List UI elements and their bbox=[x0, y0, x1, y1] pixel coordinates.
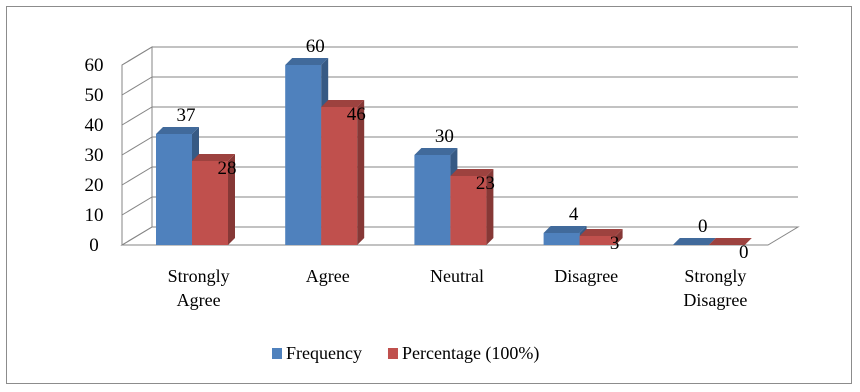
legend-swatch bbox=[272, 348, 282, 359]
gridline bbox=[121, 76, 798, 96]
x-category-label: Disagree bbox=[683, 290, 747, 310]
y-tick-label: 50 bbox=[85, 85, 104, 106]
bar-top bbox=[450, 169, 494, 176]
data-label: 30 bbox=[435, 126, 454, 147]
y-tick-label: 10 bbox=[85, 205, 104, 226]
legend-swatch bbox=[387, 348, 398, 359]
data-label: 60 bbox=[306, 36, 325, 57]
bar-top bbox=[192, 154, 235, 161]
data-label: 23 bbox=[476, 173, 495, 194]
bars bbox=[156, 58, 752, 245]
bar-side bbox=[357, 100, 365, 245]
bar-top bbox=[543, 226, 587, 233]
legend: Frequency Percentage (100%) bbox=[272, 343, 539, 364]
bar-top bbox=[708, 238, 752, 245]
x-category-label: Agree bbox=[177, 290, 221, 310]
gridline bbox=[121, 46, 798, 66]
bar-percentage bbox=[321, 100, 365, 245]
bar-frequency bbox=[672, 238, 716, 245]
bar-percentage bbox=[450, 169, 494, 245]
bar-top bbox=[672, 238, 716, 245]
data-label: 46 bbox=[347, 104, 366, 125]
y-tick-label: 20 bbox=[85, 175, 104, 196]
bar-top bbox=[285, 58, 329, 65]
y-tick-label: 60 bbox=[85, 55, 104, 76]
data-label: 37 bbox=[177, 105, 196, 126]
y-tick-label: 30 bbox=[85, 145, 104, 166]
bar-front bbox=[414, 155, 451, 245]
x-category-label: Strongly bbox=[168, 266, 230, 286]
gridline bbox=[121, 106, 798, 126]
bar-top bbox=[579, 229, 623, 236]
gridline bbox=[121, 166, 798, 186]
data-label: 28 bbox=[218, 158, 237, 179]
bar-front bbox=[450, 176, 487, 245]
bar-percentage bbox=[579, 229, 623, 245]
bar-top bbox=[414, 148, 458, 155]
bar-side bbox=[615, 229, 623, 245]
legend-entry: Frequency bbox=[286, 343, 362, 363]
data-label: 4 bbox=[569, 204, 579, 225]
bar-side bbox=[228, 154, 235, 245]
y-tick-label: 0 bbox=[89, 235, 99, 256]
bar-front bbox=[579, 236, 616, 245]
bar-side bbox=[486, 169, 494, 245]
bar-front bbox=[192, 161, 228, 245]
bar-percentage bbox=[708, 238, 752, 245]
legend-entry: Percentage (100%) bbox=[402, 343, 539, 364]
data-label: 0 bbox=[698, 216, 708, 237]
x-category-label: Agree bbox=[306, 266, 350, 286]
bar-front bbox=[156, 134, 192, 245]
bar-front bbox=[321, 107, 358, 245]
bar-front bbox=[285, 65, 322, 245]
gridline bbox=[121, 196, 798, 216]
x-category-label: Neutral bbox=[430, 266, 484, 286]
bar-top bbox=[156, 127, 199, 134]
bar-percentage bbox=[192, 154, 235, 245]
x-category-label: Disagree bbox=[554, 266, 618, 286]
data-label: 3 bbox=[610, 233, 620, 254]
bar-front bbox=[543, 233, 580, 245]
data-label: 0 bbox=[739, 242, 749, 263]
x-category-label: Strongly bbox=[684, 266, 746, 286]
y-tick-label: 40 bbox=[85, 115, 104, 136]
bar-top bbox=[321, 100, 365, 107]
gridline bbox=[121, 136, 798, 156]
